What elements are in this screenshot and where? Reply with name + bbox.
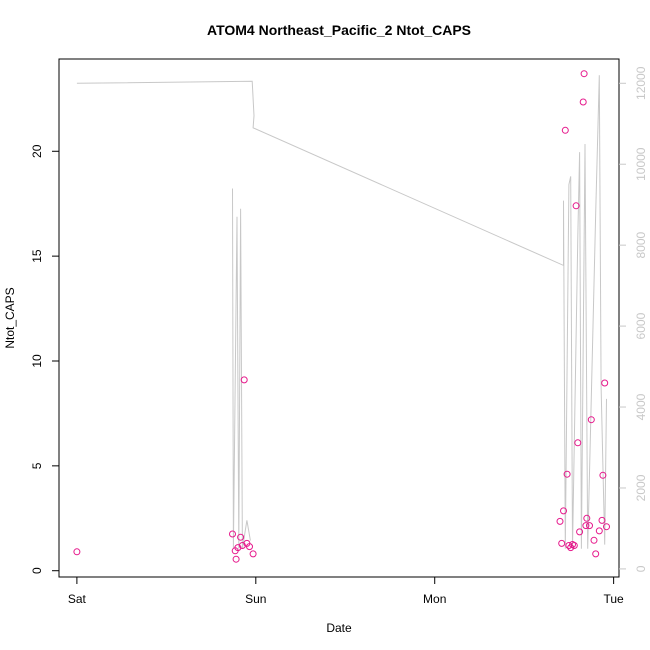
data-point <box>580 70 588 78</box>
x-axis-label: Date <box>326 621 352 635</box>
x-axis: Sat Sun Mon Tue <box>68 577 624 606</box>
x-tick-label: Sat <box>68 592 87 606</box>
point-series-layer <box>73 70 610 563</box>
data-point <box>603 523 610 531</box>
data-point <box>246 543 253 551</box>
data-point <box>234 544 242 552</box>
data-point <box>586 522 593 530</box>
data-point <box>232 555 240 563</box>
data-point <box>73 548 81 556</box>
data-point <box>565 542 573 549</box>
data-point <box>587 416 595 424</box>
y-left-tick-label: 0 <box>30 567 44 574</box>
data-point <box>238 542 246 549</box>
data-point <box>574 439 582 447</box>
plot-frame <box>58 58 620 578</box>
data-point <box>240 376 248 384</box>
y-left-tick-label: 5 <box>30 462 44 469</box>
y-left-tick-label: 15 <box>30 249 44 263</box>
data-point <box>579 98 587 106</box>
y-right-tick-label: 10000 <box>634 147 648 181</box>
data-point <box>561 126 569 134</box>
data-point <box>582 522 590 530</box>
y-axis-left: 0 5 10 15 20 <box>30 144 59 574</box>
data-point <box>590 536 598 544</box>
y-axis-right: 0 2000 4000 6000 8000 10000 12000 <box>619 66 648 572</box>
data-point <box>572 202 580 210</box>
data-point <box>560 507 567 515</box>
data-point <box>601 379 609 387</box>
data-point <box>570 542 578 549</box>
data-point <box>583 514 591 522</box>
x-tick-label: Tue <box>604 592 625 606</box>
x-tick-label: Mon <box>423 592 446 606</box>
y-right-tick-label: 8000 <box>634 231 648 258</box>
y-left-tick-label: 10 <box>30 354 44 368</box>
chart-title: ATOM4 Northeast_Pacific_2 Ntot_CAPS <box>207 22 471 38</box>
data-point <box>592 550 600 558</box>
data-point <box>237 533 245 541</box>
y-right-tick-label: 0 <box>634 565 648 572</box>
y-left-tick-label: 20 <box>30 144 44 158</box>
y-right-tick-label: 12000 <box>634 66 648 100</box>
y-right-tick-label: 2000 <box>634 474 648 501</box>
data-point <box>576 528 584 536</box>
data-point <box>563 470 571 478</box>
data-point <box>598 516 606 524</box>
data-point <box>595 527 603 535</box>
data-point <box>229 530 236 538</box>
data-point <box>556 517 564 525</box>
series-line <box>232 188 251 549</box>
data-point <box>599 471 607 479</box>
y-right-tick-label: 6000 <box>634 312 648 339</box>
y-right-tick-label: 4000 <box>634 393 648 420</box>
x-tick-label: Sun <box>245 592 266 606</box>
y-axis-label: Ntot_CAPS <box>3 287 17 348</box>
series-line <box>76 75 607 549</box>
data-point <box>249 550 257 558</box>
line-series-layer <box>76 75 607 549</box>
data-point <box>558 539 566 547</box>
